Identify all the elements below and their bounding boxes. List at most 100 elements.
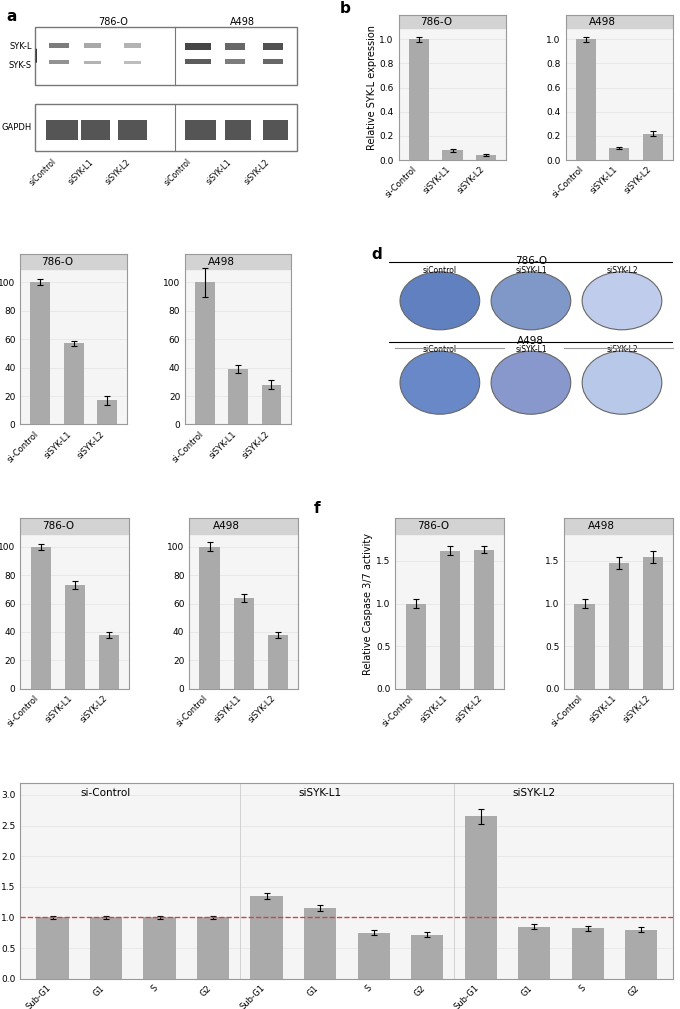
Bar [228,369,248,425]
Text: siSYK-L1: siSYK-L1 [299,787,341,797]
Bar [46,119,78,140]
Text: 786-O: 786-O [41,256,73,266]
Text: siSYK-L1: siSYK-L1 [67,157,95,186]
Ellipse shape [400,271,479,330]
Bar [443,150,462,160]
Bar [225,60,245,65]
Bar [395,519,505,534]
Bar [262,60,283,65]
Bar [195,283,215,425]
Bar [398,15,507,28]
Bar [440,551,460,689]
Bar [609,148,630,160]
Text: siControl: siControl [423,345,457,354]
Bar [124,62,141,65]
Text: siSYK-L1: siSYK-L1 [515,345,547,354]
Text: A498: A498 [517,336,545,346]
Bar [197,917,229,979]
Bar [358,932,390,979]
Bar [20,519,129,534]
Bar [233,598,254,689]
Bar [84,61,101,65]
Bar [476,155,496,160]
Bar [250,896,283,979]
Text: 786-O: 786-O [420,17,452,26]
Text: A498: A498 [588,521,615,531]
Bar [185,119,216,140]
Bar [566,15,673,28]
Bar [185,42,211,49]
Text: siSYK-L2: siSYK-L2 [104,157,133,186]
Bar [304,908,336,979]
Bar [84,43,101,48]
Bar [31,547,51,689]
Bar [35,104,297,151]
Ellipse shape [491,271,571,330]
Text: A498: A498 [589,17,616,26]
Bar [571,928,604,979]
Bar [63,343,84,425]
Text: siSYK-L1: siSYK-L1 [515,265,547,274]
Bar [189,519,299,534]
Text: 786-O: 786-O [515,255,547,265]
Bar [199,547,220,689]
Bar [118,119,148,140]
Text: d: d [371,247,382,262]
Text: SYK-L: SYK-L [10,41,32,50]
Bar [406,603,426,689]
Bar [262,42,283,49]
Bar [625,929,657,979]
Bar [576,39,596,160]
Bar [65,585,85,689]
Text: siControl: siControl [423,265,457,274]
Text: a: a [6,9,16,24]
Ellipse shape [582,351,662,415]
Bar [474,550,494,689]
Bar [185,254,292,269]
Bar [31,283,50,425]
Bar [35,26,297,85]
Bar [643,133,663,160]
Text: A498: A498 [214,521,240,531]
Bar [225,119,251,140]
Text: si-Control: si-Control [81,787,131,797]
Bar [124,43,141,48]
Text: f: f [313,501,320,517]
Text: siSYK-L1: siSYK-L1 [205,157,234,186]
Y-axis label: Relative SYK-L expression: Relative SYK-L expression [367,25,377,150]
Bar [99,635,119,689]
Text: siControl: siControl [27,157,58,188]
Bar [225,42,245,49]
Text: A498: A498 [230,16,255,26]
Bar [609,563,629,689]
Text: 786-O: 786-O [417,521,449,531]
Bar [20,254,126,269]
Text: siSYK-L2: siSYK-L2 [243,157,271,186]
Text: A498: A498 [208,256,235,266]
Bar [643,557,663,689]
Bar [564,519,673,534]
Bar [81,119,109,140]
Ellipse shape [491,351,571,415]
Text: 786-O: 786-O [98,16,128,26]
Bar [262,119,288,140]
Bar [49,61,69,65]
Text: 786-O: 786-O [41,521,74,531]
Bar [185,59,211,65]
Bar [97,401,117,425]
Bar [37,917,69,979]
Bar [49,42,69,48]
Bar [409,39,429,160]
Text: SYK-S: SYK-S [9,62,32,71]
Bar [575,603,595,689]
Text: siSYK-L2: siSYK-L2 [606,265,638,274]
Bar [262,384,282,425]
Ellipse shape [582,271,662,330]
Text: siControl: siControl [163,157,193,188]
Text: GAPDH: GAPDH [1,123,32,132]
Text: siSYK-L2: siSYK-L2 [513,787,556,797]
Bar [267,635,288,689]
Bar [143,917,175,979]
Bar [411,934,443,979]
Bar [90,917,122,979]
